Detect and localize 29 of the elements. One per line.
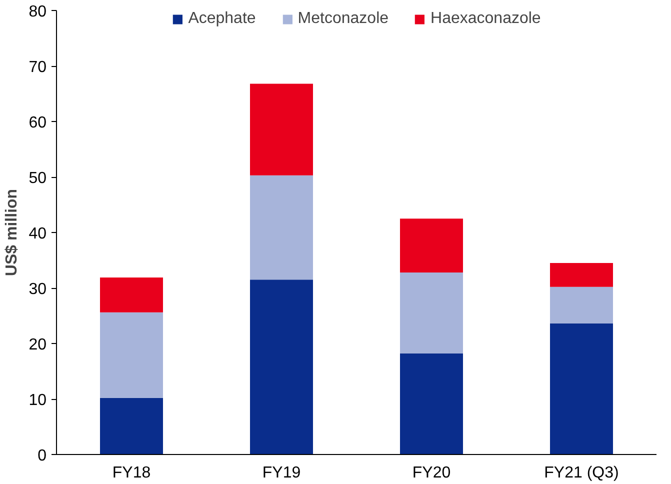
- bar: [100, 398, 163, 454]
- y-tick-label: 30: [28, 281, 47, 298]
- bar: [100, 312, 163, 398]
- bar: [250, 84, 313, 176]
- x-tick-label: FY20: [412, 464, 451, 482]
- bar: [550, 286, 613, 324]
- x-tick-label: FY18: [112, 464, 151, 482]
- bar: [550, 263, 613, 287]
- y-tick-label: 0: [38, 448, 47, 464]
- y-tick-label: 20: [28, 336, 47, 354]
- y-axis-title: US$ million: [4, 188, 21, 276]
- y-tick-label: 10: [28, 392, 47, 409]
- y-tick-label: 50: [28, 170, 47, 187]
- y-tick-label: 70: [28, 59, 47, 76]
- bar: [100, 277, 163, 312]
- legend-label: Haexaconazole: [430, 10, 541, 28]
- bar: [550, 324, 613, 454]
- bar: [400, 353, 463, 454]
- bar: [250, 175, 313, 280]
- bar: [250, 280, 313, 454]
- bar: [400, 218, 463, 272]
- bar: [400, 272, 463, 354]
- y-tick-label: 80: [28, 4, 47, 20]
- y-tick-label: 40: [28, 226, 47, 242]
- legend-label: Metconazole: [298, 10, 389, 28]
- y-tick-label: 60: [28, 114, 47, 132]
- x-tick-label: FY21 (Q3): [544, 464, 619, 482]
- legend-label: Acephate: [188, 10, 256, 28]
- x-tick-label: FY19: [262, 464, 301, 482]
